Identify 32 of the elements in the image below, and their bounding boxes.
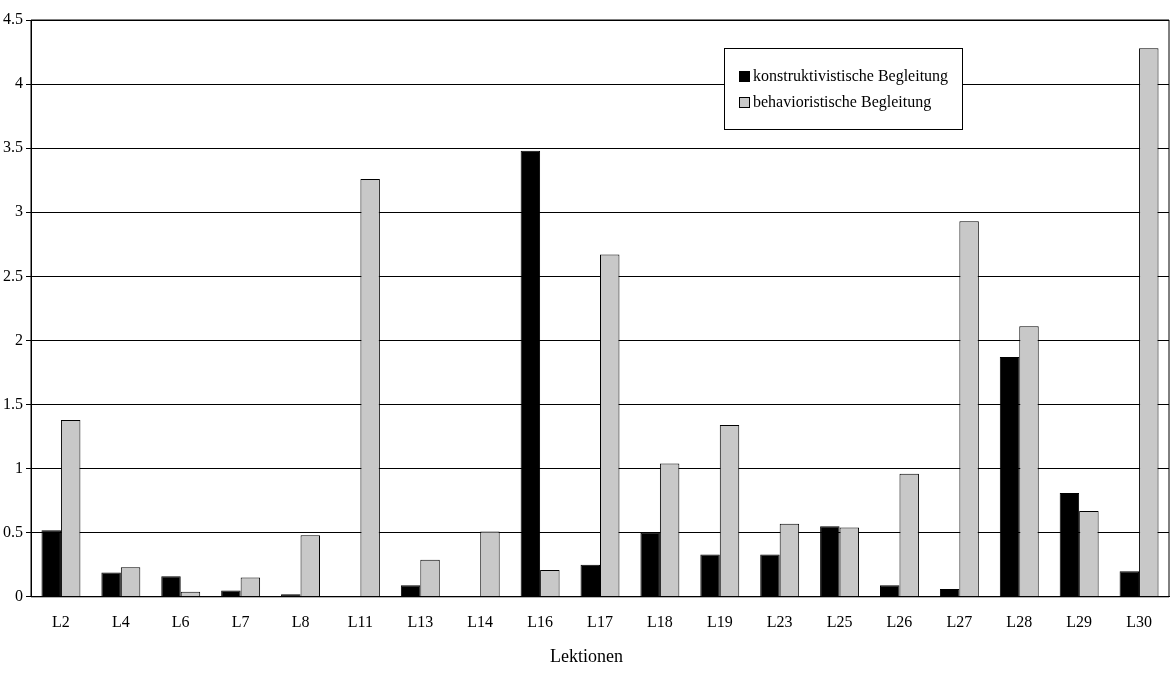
x-tick-label: L19 (706, 612, 733, 630)
x-tick-label: L13 (407, 612, 434, 630)
x-tick-label: L26 (886, 612, 913, 630)
y-tick-label: 0.5 (3, 522, 23, 540)
y-tick-label: 3 (15, 202, 23, 220)
x-tick-label: L2 (52, 612, 70, 630)
y-tick-label: 0 (15, 587, 23, 604)
y-tick-label: 1.5 (3, 394, 23, 412)
legend-label: behavioristische Begleitung (753, 93, 932, 111)
x-tick-label: L8 (291, 612, 310, 630)
y-tick-label: 3.5 (3, 138, 23, 156)
x-tick-label: L6 (171, 612, 190, 630)
x-tick-label: L7 (231, 612, 250, 630)
x-tick-label: L27 (946, 612, 973, 630)
x-tick-label: L11 (347, 612, 374, 630)
y-tick-label: 1 (15, 458, 23, 476)
x-tick-label: L29 (1066, 612, 1093, 630)
x-tick-label: L30 (1126, 612, 1152, 630)
y-tick-label: 4.5 (3, 10, 23, 28)
x-tick-label: L18 (647, 612, 673, 630)
y-tick-label: 2.5 (3, 266, 23, 284)
y-tick-label: 4 (15, 74, 23, 92)
x-tick-label: L28 (1006, 612, 1033, 630)
x-axis-title: Lektionen (549, 646, 624, 667)
x-tick-label: L16 (527, 612, 553, 630)
x-tick-label: L25 (826, 612, 853, 630)
legend-label: konstruktivistische Begleitung (753, 67, 949, 85)
x-tick-label: L4 (111, 612, 130, 630)
x-tick-label: L23 (766, 612, 793, 630)
y-tick-label: 2 (15, 330, 23, 348)
x-tick-label: L17 (587, 612, 613, 630)
x-tick-label: L14 (467, 612, 494, 630)
